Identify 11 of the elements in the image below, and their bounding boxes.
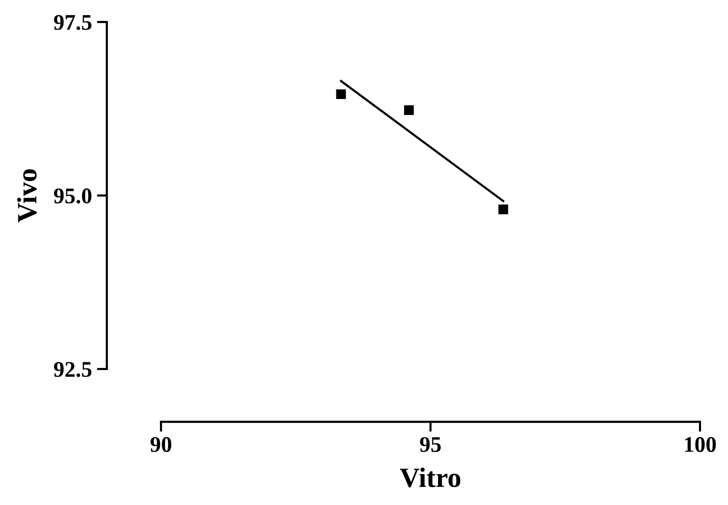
y-tick-label: 97.5 [54,14,92,30]
point [336,89,346,100]
point [404,105,414,115]
y-tick-label: 92.5 [54,362,92,378]
point [498,204,508,214]
y-tick-label: 95.0 [54,188,92,204]
x-tick-label: 90 [150,437,172,452]
x-tick-label: 95 [420,437,441,452]
x-axis-title: Vitro [400,468,460,488]
y-axis-title: Vivo [17,169,37,222]
x-tick-label: 100 [685,437,716,452]
